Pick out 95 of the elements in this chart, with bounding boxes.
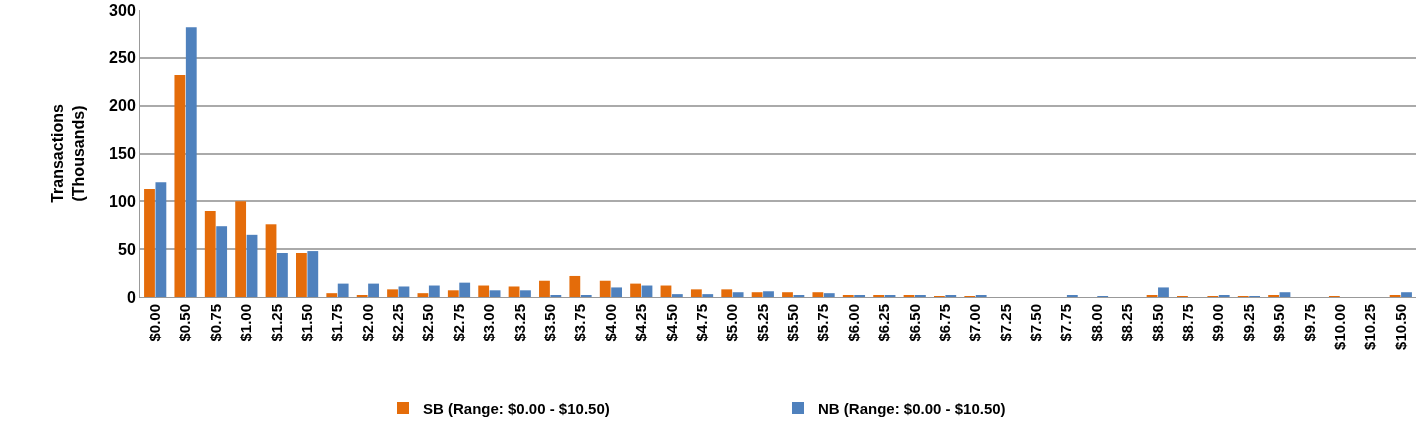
- legend-label: NB (Range: $0.00 - $10.50): [818, 399, 1006, 417]
- x-tick-label: $4.00: [601, 304, 619, 342]
- x-tick-label: $8.00: [1087, 304, 1105, 342]
- x-tick-label: $4.25: [632, 304, 650, 342]
- x-tick-label: $6.25: [875, 304, 893, 342]
- bar: [387, 289, 398, 297]
- x-tick-label: $3.00: [480, 304, 498, 342]
- x-tick-label: $5.25: [753, 304, 771, 342]
- bar: [702, 294, 714, 297]
- bar: [539, 280, 550, 297]
- bar: [751, 292, 763, 297]
- x-tick-label: $10.50: [1391, 304, 1409, 350]
- bar: [1279, 292, 1291, 297]
- x-tick-label: $3.75: [571, 304, 589, 342]
- bar: [326, 293, 338, 297]
- bar: [599, 280, 611, 297]
- bar: [732, 292, 744, 297]
- x-tick-label: $2.25: [389, 304, 407, 342]
- bar: [721, 289, 733, 297]
- x-tick-label: $6.00: [844, 304, 862, 342]
- bar: [368, 283, 379, 297]
- x-tick-label: $1.25: [267, 304, 285, 342]
- legend-label: SB (Range: $0.00 - $10.50): [423, 399, 610, 417]
- x-tick-label: $7.25: [996, 304, 1014, 342]
- y-tick-label: 200: [109, 97, 136, 115]
- bar: [690, 289, 702, 297]
- y-tick-label: 300: [109, 1, 136, 19]
- bar: [671, 294, 683, 297]
- bar: [265, 224, 277, 297]
- x-tick-label: $0.50: [176, 304, 194, 342]
- y-tick-label: 50: [118, 240, 136, 258]
- bar: [782, 292, 793, 297]
- bar: [812, 292, 824, 297]
- x-tick-label: $4.50: [662, 304, 680, 342]
- bar: [277, 252, 288, 297]
- bar: [144, 188, 155, 297]
- bar: [611, 287, 623, 297]
- bar: [428, 285, 440, 297]
- x-tick-label: $8.50: [1148, 304, 1166, 342]
- bar: [447, 290, 459, 297]
- bar: [246, 234, 258, 297]
- x-tick-label: $6.50: [905, 304, 923, 342]
- x-tick-label: $10.25: [1361, 304, 1379, 350]
- x-tick-label: $1.50: [297, 304, 315, 342]
- x-tick-label: $10.00: [1330, 304, 1348, 350]
- bar: [459, 282, 471, 297]
- x-tick-label: $9.50: [1270, 304, 1288, 342]
- x-tick-label: $3.25: [510, 304, 528, 342]
- bar: [216, 226, 228, 297]
- bar: [823, 293, 835, 297]
- x-tick-label: $5.75: [814, 304, 832, 342]
- bar: [1401, 292, 1412, 297]
- bar: [155, 182, 167, 297]
- bar: [569, 275, 581, 297]
- y-tick-label: 100: [109, 192, 136, 210]
- x-tick-label: $8.75: [1179, 304, 1197, 342]
- x-tick-label: $5.50: [784, 304, 802, 342]
- x-tick-label: $6.75: [935, 304, 953, 342]
- x-tick-label: $0.75: [206, 304, 224, 342]
- y-tick-label: 150: [109, 145, 136, 163]
- bar: [630, 283, 641, 297]
- x-tick-label: $8.25: [1118, 304, 1136, 342]
- x-tick-label: $2.00: [358, 304, 376, 342]
- x-tick-label: $7.00: [966, 304, 984, 342]
- bar: [508, 286, 520, 297]
- bar: [1158, 287, 1169, 297]
- y-axis-title: Transactions (Thousands): [49, 104, 87, 203]
- x-tick-label: $5.00: [723, 304, 741, 342]
- bar: [520, 290, 531, 297]
- x-tick-label: $7.50: [1027, 304, 1045, 342]
- bar: [398, 286, 410, 297]
- x-tick-label: $3.50: [541, 304, 559, 342]
- x-tick-label: $1.75: [328, 304, 346, 342]
- bar: [763, 291, 774, 297]
- bar: [489, 290, 501, 297]
- x-tick-label: $4.75: [692, 304, 710, 342]
- x-tick-label: $9.25: [1239, 304, 1257, 342]
- bar: [204, 210, 216, 297]
- bar: [295, 252, 307, 297]
- y-tick-label: 0: [126, 288, 136, 306]
- bar: [185, 27, 197, 297]
- x-tick-label: $0.00: [146, 304, 164, 342]
- x-tick-label: $2.50: [419, 304, 437, 342]
- bar: [174, 75, 186, 297]
- x-tick-label: $2.75: [449, 304, 467, 342]
- x-tick-label: $7.75: [1057, 304, 1075, 342]
- x-tick-label: $9.75: [1300, 304, 1318, 342]
- bar: [235, 201, 247, 297]
- bar: [478, 285, 490, 297]
- bar: [337, 283, 349, 297]
- bar: [307, 251, 319, 297]
- x-tick-label: $9.00: [1209, 304, 1227, 342]
- y-tick-label: 250: [109, 49, 136, 67]
- x-tick-label: $1.00: [237, 304, 255, 342]
- bar: [417, 293, 429, 297]
